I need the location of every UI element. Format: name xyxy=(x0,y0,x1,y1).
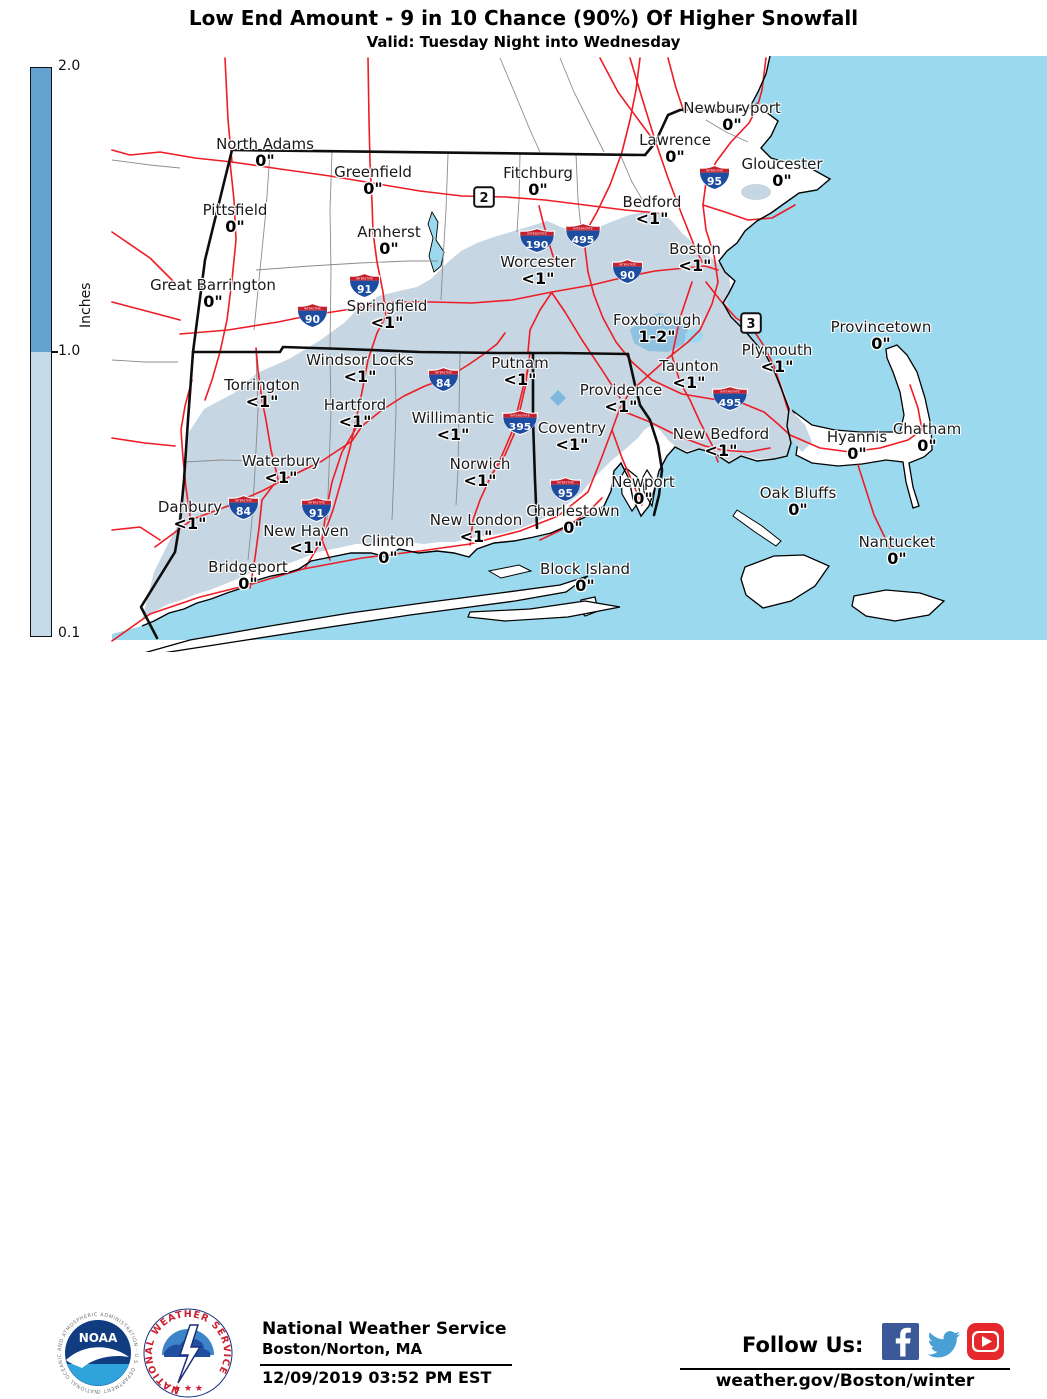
state-borders xyxy=(139,102,759,640)
colorbar-tick-max: 2.0 xyxy=(58,58,81,74)
footer: NATIONAL OCEANIC AND ATMOSPHERIC ADMINIS… xyxy=(0,652,1047,1398)
snow-region-1-2 xyxy=(630,313,688,352)
coastline xyxy=(141,55,832,627)
youtube-icon[interactable] xyxy=(967,1323,1004,1360)
office-name: Boston/Norton, MA xyxy=(262,1339,423,1358)
forecast-map xyxy=(111,55,1047,652)
issue-timestamp: 12/09/2019 03:52 PM EST xyxy=(262,1368,492,1387)
svg-text:★ ★ ★: ★ ★ ★ xyxy=(173,1384,203,1394)
marthas-vineyard xyxy=(740,554,830,609)
long-island-south-fork xyxy=(467,600,621,622)
colorbar-tick-min: 0.1 xyxy=(58,625,81,641)
nantucket-island xyxy=(851,589,946,622)
bay-island-2 xyxy=(642,468,657,508)
cape-cod xyxy=(791,344,933,509)
page-subtitle: Valid: Tuesday Night into Wednesday xyxy=(366,33,681,51)
facebook-icon[interactable] xyxy=(882,1323,919,1360)
footer-divider-left xyxy=(260,1364,512,1366)
snowfall-colorbar xyxy=(30,67,52,637)
quabbin-reservoir xyxy=(427,210,445,273)
colorbar-tick-mid: 1.0 xyxy=(58,343,81,359)
nws-logo: NATIONAL WEATHER SERVICE ★ ★ ★ xyxy=(143,1308,233,1398)
svg-text:NOAA: NOAA xyxy=(79,1331,118,1345)
elizabeth-islands xyxy=(732,509,782,547)
colorbar-low-segment xyxy=(31,352,51,636)
website-url[interactable]: weather.gov/Boston/winter xyxy=(715,1371,975,1391)
noaa-logo: NATIONAL OCEANIC AND ATMOSPHERIC ADMINIS… xyxy=(54,1309,141,1396)
follow-us-label: Follow Us: xyxy=(742,1333,864,1357)
fishers-island xyxy=(487,564,533,579)
footer-divider-right xyxy=(680,1368,1010,1370)
long-island-north xyxy=(145,575,589,652)
county-lines xyxy=(111,57,749,561)
colorbar-high-segment xyxy=(31,68,51,352)
colorbar-mid-tickmark xyxy=(52,351,58,353)
snow-patch-gloucester xyxy=(741,184,771,200)
page-title: Low End Amount - 9 in 10 Chance (90%) Of… xyxy=(188,6,859,30)
agency-name: National Weather Service xyxy=(262,1319,507,1339)
pond-diamond xyxy=(550,390,566,406)
twitter-icon[interactable] xyxy=(923,1323,963,1360)
